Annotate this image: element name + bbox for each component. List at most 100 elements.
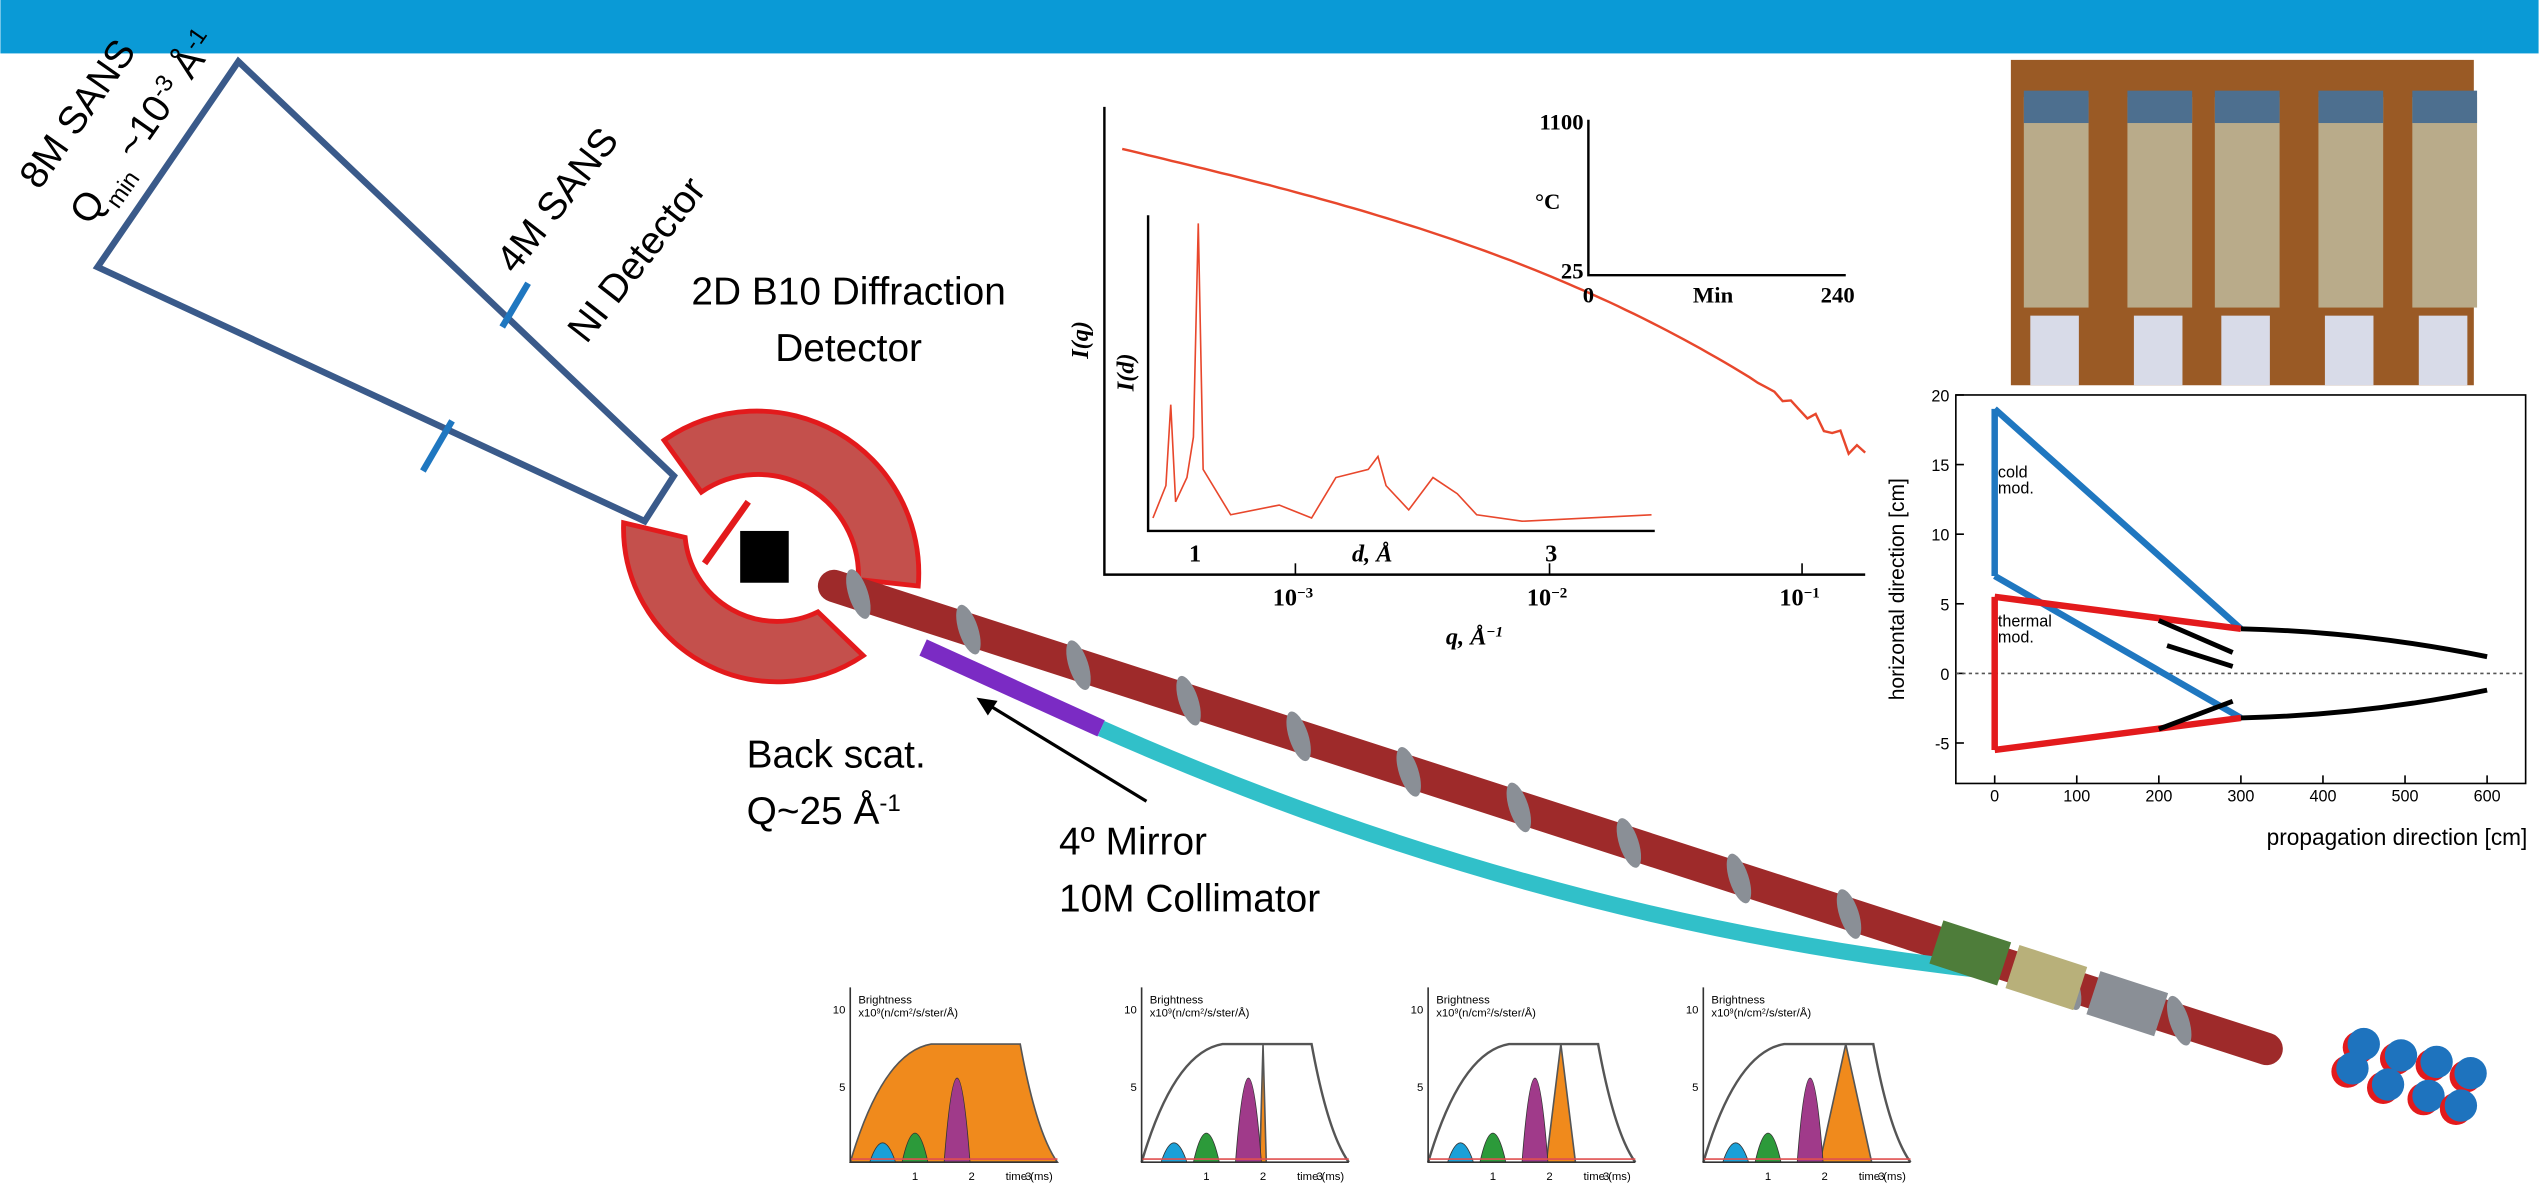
x-tick-label-part: −1 xyxy=(1804,585,1820,601)
y-tick-label: 5 xyxy=(1130,1082,1136,1094)
photo-panel xyxy=(2412,97,2477,307)
x-axis-label-part: q, Å xyxy=(1446,622,1486,650)
axis-units: x109(n/cm2/s/ster/Å) xyxy=(1150,1007,1250,1020)
particle xyxy=(2454,1057,2486,1089)
axis-units: x109(n/cm2/s/ster/Å) xyxy=(1436,1007,1536,1020)
axis-units: x109(n/cm2/s/ster/Å) xyxy=(858,1007,958,1020)
x-axis-label: d, Å xyxy=(1352,540,1392,568)
x-axis-label: propagation direction [cm] xyxy=(2267,824,2528,850)
y-axis-label: horizontal direction [cm] xyxy=(1886,478,1909,700)
label-part: Q~25 Å xyxy=(747,789,880,833)
x-tick-label-part: 10 xyxy=(1273,584,1297,611)
x-tick-label: 2 xyxy=(1260,1171,1266,1183)
x-tick-label: 10−1 xyxy=(1779,584,1819,611)
pulse-window xyxy=(1546,1044,1575,1162)
x-tick-label-part: −3 xyxy=(1297,585,1314,601)
pulse-window xyxy=(1260,1044,1266,1162)
slide: 8M SANSQmin ~10-3 Å-14M SANSNI Detector2… xyxy=(0,0,2539,1193)
x-tick-label: 200 xyxy=(2145,787,2172,805)
axis-units-part: x10 xyxy=(1150,1008,1168,1020)
x-axis-label: time (ms) xyxy=(1859,1171,1906,1183)
y-tick-label: 10 xyxy=(1931,527,1949,545)
peak xyxy=(1755,1133,1781,1162)
x-tick-label: 1 xyxy=(1490,1171,1496,1183)
label: Detector xyxy=(775,327,922,370)
pulse-window xyxy=(1820,1044,1872,1162)
axis-title: Brightness xyxy=(1711,995,1765,1007)
axis-units-part: (n/cm xyxy=(1458,1008,1486,1020)
x-tick-label: 2 xyxy=(1546,1171,1552,1183)
peak xyxy=(1797,1078,1823,1162)
particle xyxy=(2445,1089,2477,1121)
y-tick-label: 15 xyxy=(1931,457,1949,475)
plot-label: mod. xyxy=(1998,480,2034,498)
x-axis-label-part: −1 xyxy=(1486,624,1503,640)
photo-base xyxy=(2221,316,2270,386)
photo-panel xyxy=(2215,97,2280,307)
saxs-curve xyxy=(1122,149,1865,454)
y-tick-label: 20 xyxy=(1931,387,1949,405)
x-tick-label: 300 xyxy=(2227,787,2254,805)
shield-block xyxy=(2086,971,2168,1036)
axis-units-part: /s/ster/Å) xyxy=(1204,1007,1250,1020)
axis-units-part: (n/cm xyxy=(1734,1008,1762,1020)
photo-panel-top xyxy=(2024,91,2089,123)
x-axis-label: time (ms) xyxy=(1297,1171,1344,1183)
particle xyxy=(2420,1046,2452,1078)
x-tick-label: 10−2 xyxy=(1527,584,1567,611)
label-part: -1 xyxy=(879,789,900,816)
axis-units-part: x10 xyxy=(858,1008,876,1020)
detector-mark xyxy=(502,283,528,327)
x-tick-label: 1 xyxy=(1765,1171,1771,1183)
y-tick-label: 5 xyxy=(1692,1082,1698,1094)
photo-base xyxy=(2030,316,2079,386)
photo-base xyxy=(2134,316,2183,386)
peak xyxy=(1480,1133,1506,1162)
x-tick-label: 1 xyxy=(912,1171,918,1183)
axis-units-part: (n/cm xyxy=(881,1008,909,1020)
photo-panel-top xyxy=(2412,91,2477,123)
label: 2D B10 Diffraction xyxy=(691,270,1005,313)
photo-panel-top xyxy=(2318,91,2383,123)
x-axis-label: Min xyxy=(1693,283,1734,308)
label: Q~25 Å-1 xyxy=(747,789,901,833)
particle xyxy=(2372,1068,2404,1100)
axis-title: Brightness xyxy=(858,995,912,1007)
detector-arc xyxy=(664,411,919,586)
y-tick-label: 10 xyxy=(1124,1004,1137,1016)
photo-panel xyxy=(2127,97,2192,307)
particle xyxy=(2385,1039,2417,1071)
x-tick-label: 3 xyxy=(1545,541,1557,568)
x-tick-label-part: −2 xyxy=(1551,585,1567,601)
axis-title: Brightness xyxy=(1436,995,1490,1007)
plot-label: mod. xyxy=(1998,629,2034,647)
x-tick-label: 0 xyxy=(1990,787,1999,805)
x-axis-label: time (ms) xyxy=(1584,1171,1631,1183)
x-tick-label: 1 xyxy=(1189,541,1201,568)
x-tick-label: 10−3 xyxy=(1273,584,1314,611)
photo-base xyxy=(2419,316,2468,386)
x-tick-label: 1 xyxy=(1203,1171,1209,1183)
y-tick-label: 10 xyxy=(833,1004,846,1016)
y-axis-label: I(d) xyxy=(1113,353,1140,392)
axis-units-part: /s/ster/Å) xyxy=(913,1007,959,1020)
y-tick-label: 5 xyxy=(839,1082,845,1094)
photo-panel xyxy=(2024,97,2089,307)
label: 4M SANS xyxy=(488,120,627,281)
peak xyxy=(1193,1133,1219,1162)
photo-panel xyxy=(2318,97,2383,307)
x-axis-label: time (ms) xyxy=(1006,1171,1053,1183)
arrow-head xyxy=(977,698,998,716)
axis xyxy=(1588,120,1845,275)
particle xyxy=(2412,1080,2444,1112)
x-tick-label: 600 xyxy=(2474,787,2501,805)
x-axis-label: q, Å−1 xyxy=(1446,622,1503,650)
x-tick-label-part: 10 xyxy=(1779,584,1803,611)
x-tick-label: 2 xyxy=(1822,1171,1828,1183)
label: 10M Collimator xyxy=(1059,877,1320,920)
axis-units-part: x10 xyxy=(1711,1008,1729,1020)
photo-panel-top xyxy=(2127,91,2192,123)
peak xyxy=(1522,1078,1548,1162)
y-tick-label: 1100 xyxy=(1539,109,1583,134)
y-tick-label: 0 xyxy=(1940,666,1949,684)
